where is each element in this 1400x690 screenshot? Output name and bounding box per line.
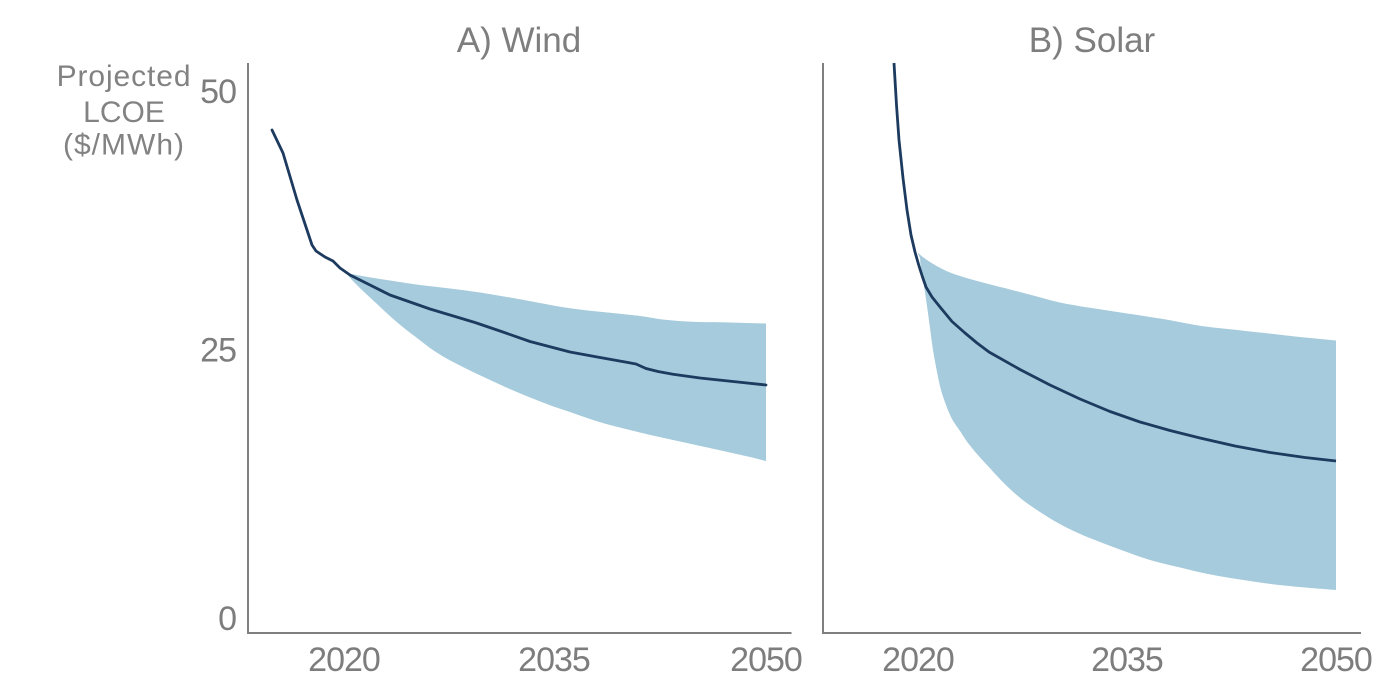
svg-text:2050: 2050	[1300, 641, 1372, 679]
svg-text:LCOE: LCOE	[83, 96, 165, 129]
svg-text:2020: 2020	[308, 641, 380, 679]
svg-text:50: 50	[200, 73, 236, 111]
svg-text:($/MWh): ($/MWh)	[63, 129, 185, 162]
svg-text:2020: 2020	[882, 641, 954, 679]
svg-text:A) Wind: A) Wind	[457, 21, 581, 60]
svg-text:B) Solar: B) Solar	[1029, 21, 1156, 60]
svg-text:0: 0	[218, 600, 236, 638]
svg-text:2050: 2050	[730, 641, 802, 679]
svg-text:2035: 2035	[518, 641, 590, 679]
svg-text:2035: 2035	[1091, 641, 1163, 679]
svg-text:25: 25	[200, 332, 236, 370]
svg-text:Projected: Projected	[57, 60, 192, 93]
